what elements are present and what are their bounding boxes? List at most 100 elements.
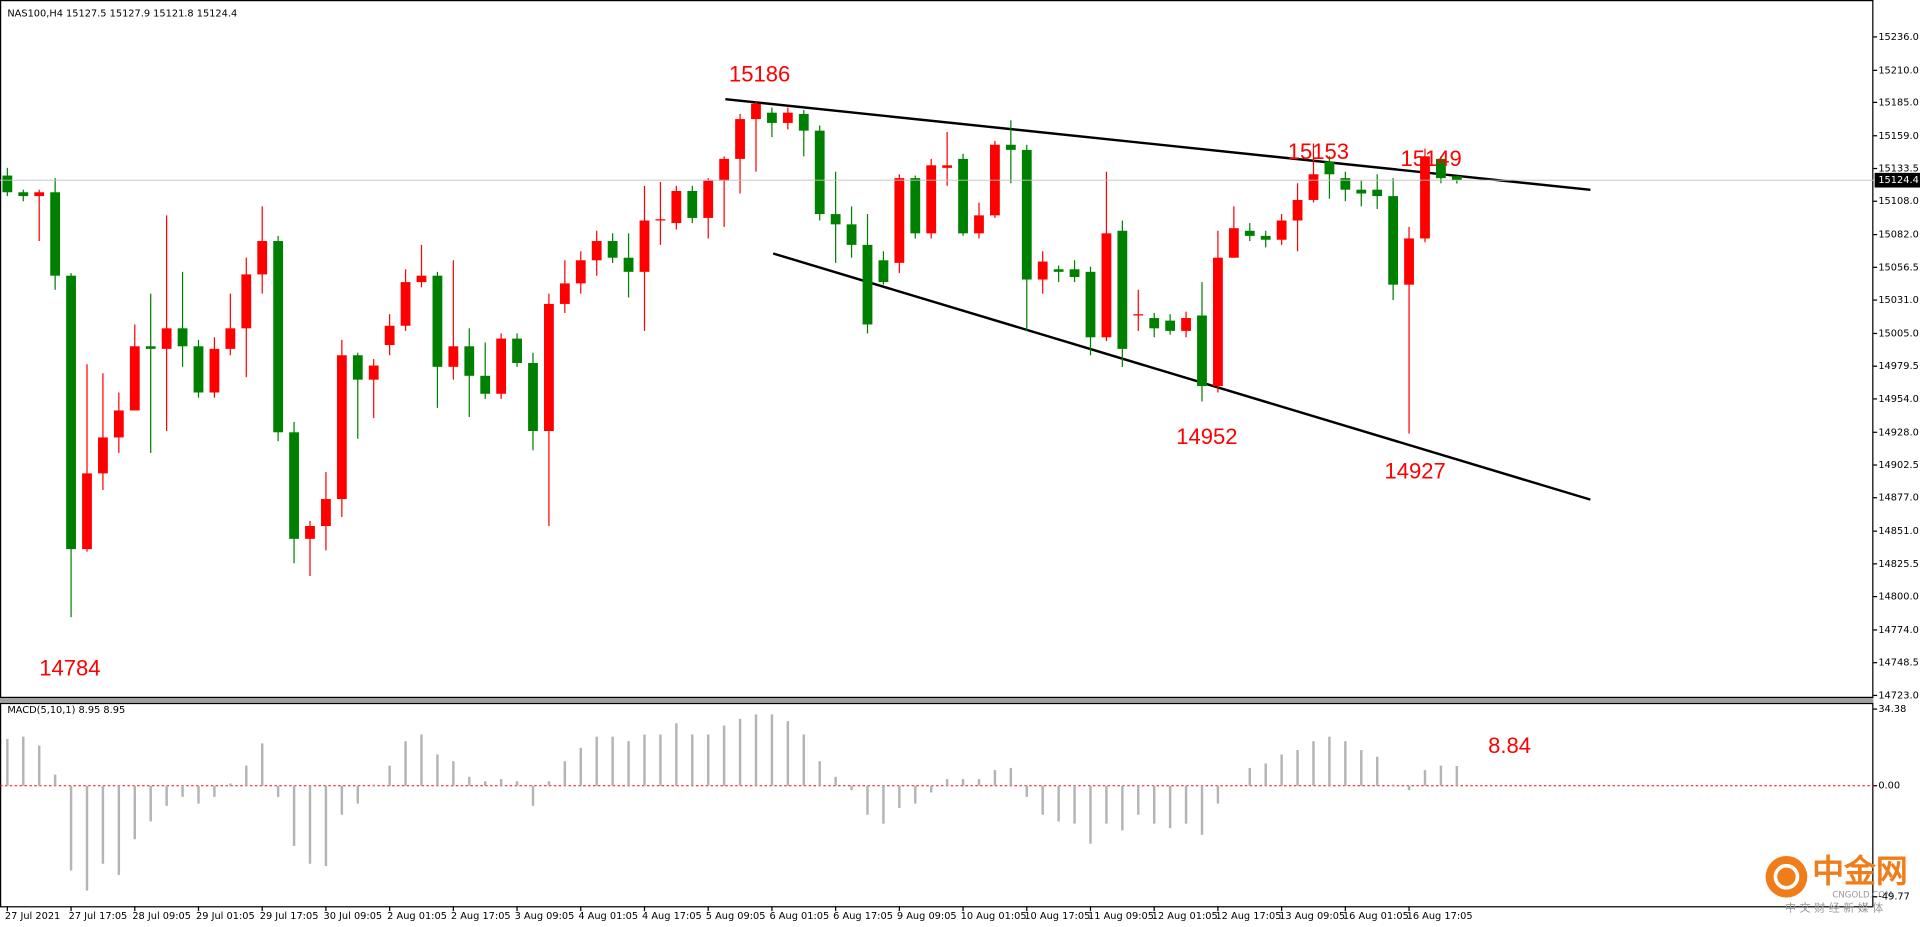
candle-body <box>735 119 745 159</box>
candle-body <box>1340 178 1351 190</box>
current-price-box <box>1874 172 1920 188</box>
candle-body <box>846 224 857 245</box>
candle-body <box>1388 196 1399 285</box>
y-tick-label: 15236.0 <box>1878 32 1918 43</box>
y-tick-label: 34.38 <box>1878 704 1906 715</box>
candle-body <box>814 130 825 215</box>
candle-body <box>1117 230 1128 349</box>
candle-body <box>257 241 268 275</box>
y-tick-label: 14851.0 <box>1878 526 1918 537</box>
candle-body <box>1324 161 1335 175</box>
candle-body <box>1085 271 1096 338</box>
candle-body <box>559 283 570 304</box>
candle-body <box>1260 235 1271 240</box>
candle-body <box>1037 261 1048 280</box>
annotation: 8.84 <box>1488 733 1531 758</box>
y-tick-label: 14877.0 <box>1878 493 1918 504</box>
candle-body <box>894 178 905 263</box>
x-tick-label: 6 Aug 17:05 <box>833 911 893 922</box>
candle-body <box>830 214 841 225</box>
x-tick-label: 11 Aug 09:05 <box>1088 911 1154 922</box>
candle-body <box>209 348 220 393</box>
candle-body <box>512 338 522 363</box>
candle-body <box>193 346 204 393</box>
x-tick-label: 2 Aug 01:05 <box>387 911 447 922</box>
candle-body <box>623 257 634 272</box>
y-tick-label: 15159.0 <box>1878 131 1918 142</box>
candle-body <box>225 328 236 349</box>
candle-body <box>113 410 124 438</box>
candle-body <box>1165 320 1176 331</box>
symbol-header: NAS100,H4 15127.5 15127.9 15121.8 15124.… <box>7 8 237 19</box>
upper-trendline <box>725 97 1591 192</box>
candle-body <box>241 274 252 329</box>
candle-body <box>161 328 172 349</box>
candle-body <box>1228 228 1239 258</box>
y-tick-label: 14774.0 <box>1878 625 1918 636</box>
candle-body <box>1069 269 1080 277</box>
x-tick-label: 27 Jul 2021 <box>5 911 60 922</box>
y-tick-label: 15082.0 <box>1878 230 1918 241</box>
candle-body <box>926 165 937 234</box>
candle-body <box>798 113 809 131</box>
y-tick-label: 14800.0 <box>1878 592 1918 603</box>
candle-body <box>352 355 363 380</box>
y-tick-label: 15005.0 <box>1878 328 1918 339</box>
x-tick-label: 12 Aug 17:05 <box>1215 911 1281 922</box>
candle-body <box>1133 314 1144 316</box>
candle-body <box>1005 144 1016 150</box>
current-price-label: 15124.4 <box>1878 175 1918 186</box>
candle-body <box>289 432 299 539</box>
y-tick-label: 15031.0 <box>1878 295 1918 306</box>
candle-body <box>1197 315 1207 387</box>
candle-body <box>1181 318 1191 331</box>
x-tick-label: 3 Aug 09:05 <box>515 911 575 922</box>
x-tick-label: 30 Jul 09:05 <box>323 911 382 922</box>
candle-body <box>671 190 682 224</box>
candle-body <box>607 241 618 258</box>
candle-body <box>942 165 953 168</box>
panel-separator <box>0 698 1874 703</box>
annotation: 15186 <box>729 62 790 87</box>
candle-body <box>974 215 984 234</box>
annotation: 15153 <box>1288 139 1349 164</box>
y-tick-label: 14928.0 <box>1878 427 1918 438</box>
annotation: 14784 <box>39 656 100 681</box>
candle-body <box>1308 174 1319 200</box>
candle-body <box>2 175 13 193</box>
watermark-tagline: 中 文 财 经 新 媒 体 <box>1785 901 1883 915</box>
x-tick-label: 4 Aug 01:05 <box>578 911 638 922</box>
x-tick-label: 12 Aug 01:05 <box>1152 911 1218 922</box>
macd-panel-frame <box>0 702 1874 908</box>
x-tick-label: 13 Aug 09:05 <box>1279 911 1345 922</box>
candle-body <box>336 355 347 500</box>
candle-body <box>910 178 921 234</box>
y-tick-label: 15133.5 <box>1878 164 1918 175</box>
candle-body <box>687 190 698 218</box>
candle-body <box>751 103 761 120</box>
candle-body <box>18 192 29 197</box>
candle-body <box>1420 156 1430 239</box>
watermark: 中金网 CNGOLD.COM 中 文 财 经 新 媒 体 <box>1765 852 1908 915</box>
y-tick-label: 14825.5 <box>1878 559 1918 570</box>
candle-body <box>448 346 459 367</box>
macd-title: MACD(5,10,1) 8.95 8.95 <box>7 705 125 716</box>
x-tick-label: 16 Aug 17:05 <box>1407 911 1473 922</box>
candle-body <box>544 303 554 432</box>
candle-body <box>1244 230 1255 236</box>
candle-body <box>480 375 491 394</box>
annotation: 15149 <box>1400 146 1461 171</box>
candle-body <box>416 275 427 283</box>
candle-body <box>1101 233 1112 338</box>
candle-body <box>703 180 714 218</box>
y-tick-label: 15108.0 <box>1878 196 1918 207</box>
x-tick-label: 2 Aug 17:05 <box>451 911 511 922</box>
candle-body <box>878 260 889 283</box>
candle-body <box>98 437 108 474</box>
x-tick-label: 10 Aug 01:05 <box>961 911 1027 922</box>
candle-body <box>50 192 61 276</box>
logo-swirl <box>1773 863 1800 890</box>
candle-body <box>273 241 284 433</box>
